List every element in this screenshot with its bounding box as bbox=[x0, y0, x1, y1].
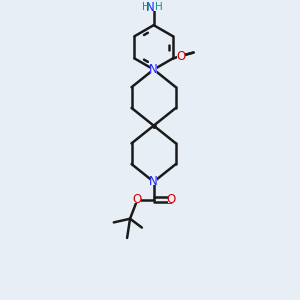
Text: O: O bbox=[176, 50, 186, 62]
Text: N: N bbox=[149, 175, 158, 188]
FancyBboxPatch shape bbox=[134, 196, 141, 203]
FancyBboxPatch shape bbox=[177, 53, 185, 59]
Text: O: O bbox=[167, 193, 176, 206]
Text: N: N bbox=[149, 63, 158, 76]
FancyBboxPatch shape bbox=[146, 4, 162, 11]
FancyBboxPatch shape bbox=[168, 196, 175, 203]
Text: H: H bbox=[155, 2, 163, 11]
Text: N: N bbox=[146, 1, 155, 13]
FancyBboxPatch shape bbox=[150, 66, 158, 73]
FancyBboxPatch shape bbox=[150, 178, 158, 185]
Text: H: H bbox=[142, 2, 149, 11]
Text: O: O bbox=[133, 193, 142, 206]
